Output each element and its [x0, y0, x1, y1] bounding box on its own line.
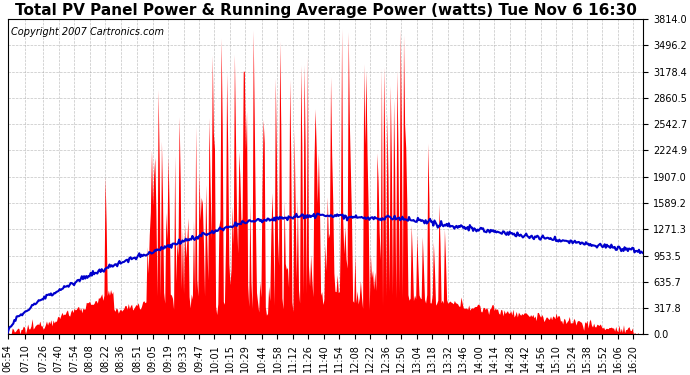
Title: Total PV Panel Power & Running Average Power (watts) Tue Nov 6 16:30: Total PV Panel Power & Running Average P…: [14, 3, 636, 18]
Text: Copyright 2007 Cartronics.com: Copyright 2007 Cartronics.com: [11, 27, 164, 37]
